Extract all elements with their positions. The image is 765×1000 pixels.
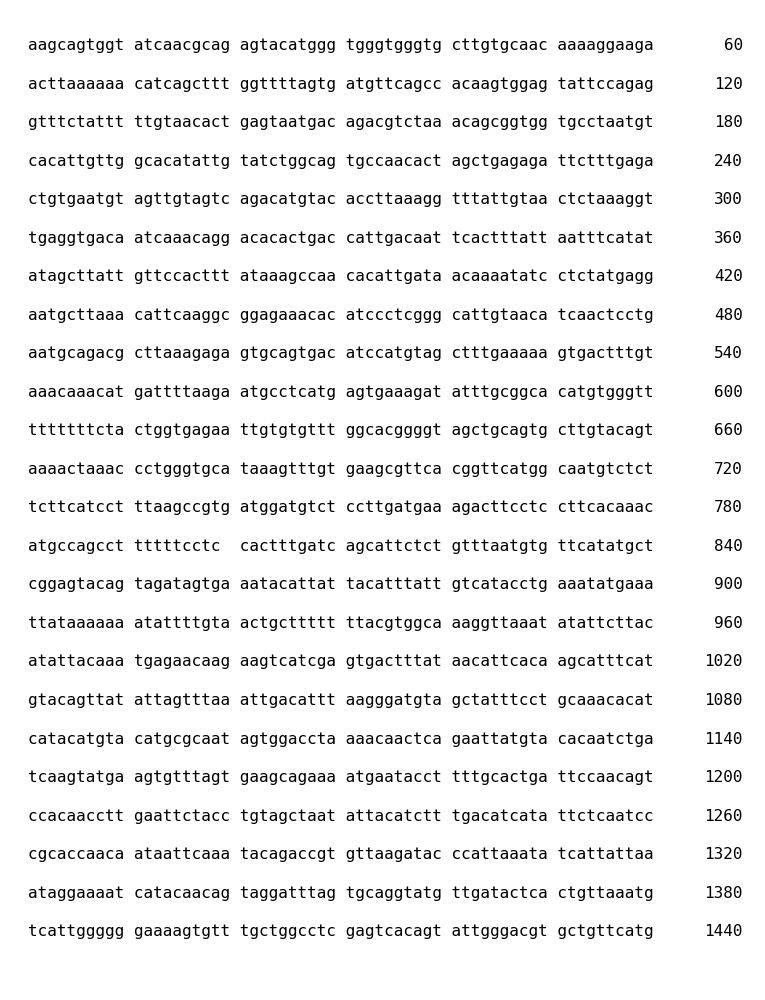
Text: cgcaccaaca ataattcaaa tacagaccgt gttaagatac ccattaaata tcattattaa: cgcaccaaca ataattcaaa tacagaccgt gttaaga… — [28, 847, 653, 862]
Text: 660: 660 — [714, 423, 743, 438]
Text: aagcagtggt atcaacgcag agtacatggg tgggtgggtg cttgtgcaac aaaaggaaga: aagcagtggt atcaacgcag agtacatggg tgggtgg… — [28, 38, 653, 53]
Text: 360: 360 — [714, 231, 743, 246]
Text: 540: 540 — [714, 346, 743, 361]
Text: aatgcagacg cttaaagaga gtgcagtgac atccatgtag ctttgaaaaa gtgactttgt: aatgcagacg cttaaagaga gtgcagtgac atccatg… — [28, 346, 653, 361]
Text: 1260: 1260 — [705, 809, 743, 824]
Text: 420: 420 — [714, 269, 743, 284]
Text: cggagtacag tagatagtga aatacattat tacatttatt gtcatacctg aaatatgaaa: cggagtacag tagatagtga aatacattat tacattt… — [28, 577, 653, 592]
Text: tcttcatcct ttaagccgtg atggatgtct ccttgatgaa agacttcctc cttcacaaac: tcttcatcct ttaagccgtg atggatgtct ccttgat… — [28, 500, 653, 515]
Text: 960: 960 — [714, 616, 743, 631]
Text: 1020: 1020 — [705, 654, 743, 669]
Text: gtttctattt ttgtaacact gagtaatgac agacgtctaa acagcggtgg tgcctaatgt: gtttctattt ttgtaacact gagtaatgac agacgtc… — [28, 115, 653, 130]
Text: ccacaacctt gaattctacc tgtagctaat attacatctt tgacatcata ttctcaatcc: ccacaacctt gaattctacc tgtagctaat attacat… — [28, 809, 653, 824]
Text: 60: 60 — [724, 38, 743, 53]
Text: 600: 600 — [714, 385, 743, 400]
Text: aaaactaaac cctgggtgca taaagtttgt gaagcgttca cggttcatgg caatgtctct: aaaactaaac cctgggtgca taaagtttgt gaagcgt… — [28, 462, 653, 477]
Text: atgccagcct tttttcctc  cactttgatc agcattctct gtttaatgtg ttcatatgct: atgccagcct tttttcctc cactttgatc agcattct… — [28, 539, 653, 554]
Text: 900: 900 — [714, 577, 743, 592]
Text: 720: 720 — [714, 462, 743, 477]
Text: aaacaaacat gattttaaga atgcctcatg agtgaaagat atttgcggca catgtgggtt: aaacaaacat gattttaaga atgcctcatg agtgaaa… — [28, 385, 653, 400]
Text: 1380: 1380 — [705, 886, 743, 901]
Text: tcattggggg gaaaagtgtt tgctggcctc gagtcacagt attgggacgt gctgttcatg: tcattggggg gaaaagtgtt tgctggcctc gagtcac… — [28, 924, 653, 939]
Text: 240: 240 — [714, 154, 743, 169]
Text: 180: 180 — [714, 115, 743, 130]
Text: 480: 480 — [714, 308, 743, 323]
Text: 780: 780 — [714, 500, 743, 515]
Text: ataggaaaat catacaacag taggatttag tgcaggtatg ttgatactca ctgttaaatg: ataggaaaat catacaacag taggatttag tgcaggt… — [28, 886, 653, 901]
Text: tgaggtgaca atcaaacagg acacactgac cattgacaat tcactttatt aatttcatat: tgaggtgaca atcaaacagg acacactgac cattgac… — [28, 231, 653, 246]
Text: aatgcttaaa cattcaaggc ggagaaacac atccctcggg cattgtaaca tcaactcctg: aatgcttaaa cattcaaggc ggagaaacac atccctc… — [28, 308, 653, 323]
Text: 1080: 1080 — [705, 693, 743, 708]
Text: 120: 120 — [714, 77, 743, 92]
Text: atagcttatt gttccacttt ataaagccaa cacattgata acaaaatatc ctctatgagg: atagcttatt gttccacttt ataaagccaa cacattg… — [28, 269, 653, 284]
Text: 300: 300 — [714, 192, 743, 207]
Text: cacattgttg gcacatattg tatctggcag tgccaacact agctgagaga ttctttgaga: cacattgttg gcacatattg tatctggcag tgccaac… — [28, 154, 653, 169]
Text: ttataaaaaa atattttgta actgcttttt ttacgtggca aaggttaaat atattcttac: ttataaaaaa atattttgta actgcttttt ttacgtg… — [28, 616, 653, 631]
Text: 1440: 1440 — [705, 924, 743, 939]
Text: acttaaaaaa catcagcttt ggttttagtg atgttcagcc acaagtggag tattccagag: acttaaaaaa catcagcttt ggttttagtg atgttca… — [28, 77, 653, 92]
Text: atattacaaa tgagaacaag aagtcatcga gtgactttat aacattcaca agcatttcat: atattacaaa tgagaacaag aagtcatcga gtgactt… — [28, 654, 653, 669]
Text: 1320: 1320 — [705, 847, 743, 862]
Text: gtacagttat attagtttaa attgacattt aagggatgta gctatttcct gcaaacacat: gtacagttat attagtttaa attgacattt aagggat… — [28, 693, 653, 708]
Text: 840: 840 — [714, 539, 743, 554]
Text: ctgtgaatgt agttgtagtc agacatgtac accttaaagg tttattgtaa ctctaaaggt: ctgtgaatgt agttgtagtc agacatgtac accttaa… — [28, 192, 653, 207]
Text: 1140: 1140 — [705, 732, 743, 747]
Text: 1200: 1200 — [705, 770, 743, 785]
Text: tttttttcta ctggtgagaa ttgtgtgttt ggcacggggt agctgcagtg cttgtacagt: tttttttcta ctggtgagaa ttgtgtgttt ggcacgg… — [28, 423, 653, 438]
Text: tcaagtatga agtgtttagt gaagcagaaa atgaatacct tttgcactga ttccaacagt: tcaagtatga agtgtttagt gaagcagaaa atgaata… — [28, 770, 653, 785]
Text: catacatgta catgcgcaat agtggaccta aaacaactca gaattatgta cacaatctga: catacatgta catgcgcaat agtggaccta aaacaac… — [28, 732, 653, 747]
